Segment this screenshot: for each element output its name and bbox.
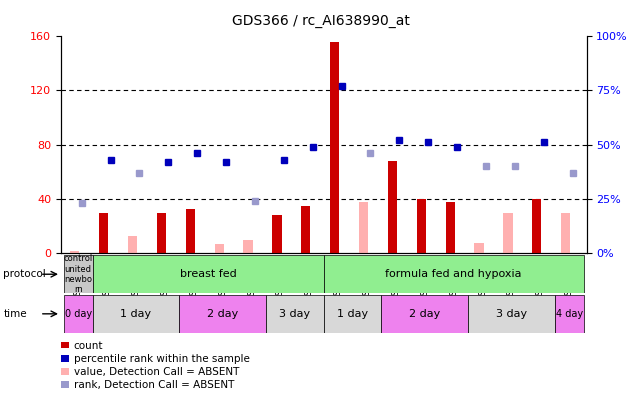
Bar (324, 255, 583, 293)
Bar (128, 236, 137, 253)
Bar (324, 295, 381, 333)
Text: 4 day: 4 day (556, 309, 583, 319)
Text: time: time (3, 309, 27, 319)
Text: control
united
newbo
rn: control united newbo rn (63, 254, 93, 294)
Text: 1 day: 1 day (337, 309, 368, 319)
Text: 2 day: 2 day (409, 309, 440, 319)
Text: formula fed and hypoxia: formula fed and hypoxia (385, 269, 522, 279)
Text: breast fed: breast fed (180, 269, 237, 279)
Bar (70, 251, 79, 253)
Text: percentile rank within the sample: percentile rank within the sample (74, 354, 249, 364)
Text: protocol: protocol (3, 269, 46, 279)
Text: count: count (74, 341, 103, 351)
Bar (381, 295, 468, 333)
Bar (244, 240, 253, 253)
Text: value, Detection Call = ABSENT: value, Detection Call = ABSENT (74, 367, 239, 377)
Bar (359, 202, 368, 253)
Bar (266, 295, 324, 333)
Bar (272, 215, 281, 253)
Text: 0 day: 0 day (65, 309, 92, 319)
Bar (301, 206, 310, 253)
Bar (64, 255, 93, 293)
Bar (554, 295, 583, 333)
Text: 3 day: 3 day (496, 309, 527, 319)
Bar (215, 244, 224, 253)
Bar (186, 209, 195, 253)
Bar (445, 202, 455, 253)
Bar (93, 255, 324, 293)
Bar (532, 199, 542, 253)
Bar (474, 242, 484, 253)
Text: GDS366 / rc_AI638990_at: GDS366 / rc_AI638990_at (231, 14, 410, 28)
Bar (330, 42, 339, 253)
Bar (179, 295, 266, 333)
Text: 1 day: 1 day (121, 309, 151, 319)
Bar (417, 199, 426, 253)
Bar (157, 213, 166, 253)
Bar (561, 213, 570, 253)
Bar (503, 213, 513, 253)
Text: rank, Detection Call = ABSENT: rank, Detection Call = ABSENT (74, 380, 234, 390)
Bar (99, 213, 108, 253)
Bar (388, 161, 397, 253)
Bar (64, 295, 93, 333)
Text: 2 day: 2 day (207, 309, 238, 319)
Bar (93, 295, 179, 333)
Text: 3 day: 3 day (279, 309, 310, 319)
Bar (468, 295, 554, 333)
